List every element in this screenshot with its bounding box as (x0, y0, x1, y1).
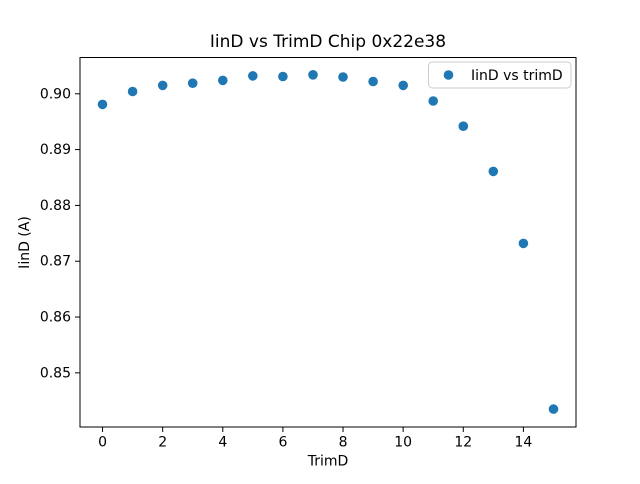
scatter-point (278, 71, 288, 82)
y-axis-ticks: 0.85 0.86 0.87 0.88 0.89 0.90 (40, 86, 80, 381)
y-tick-label: 0.85 (40, 365, 71, 381)
x-tick-label: 2 (158, 435, 167, 451)
y-tick-label: 0.90 (40, 86, 71, 102)
scatter-point (218, 75, 228, 86)
scatter-point (308, 70, 318, 80)
axes-spines (79, 57, 577, 428)
scatter-point (488, 166, 499, 177)
legend: IinD vs trimD (428, 61, 572, 89)
scatter-point (518, 238, 529, 249)
legend-label: IinD vs trimD (471, 68, 563, 84)
plot-area (80, 57, 576, 427)
x-tick-label: 4 (218, 435, 227, 451)
y-tick-label: 0.89 (40, 142, 71, 158)
scatter-point (97, 99, 108, 110)
scatter-point (338, 72, 348, 82)
x-tick-label: 0 (98, 435, 107, 451)
scatter-series (97, 70, 559, 414)
scatter-point (248, 71, 258, 81)
legend-marker-icon (443, 70, 454, 80)
scatter-point (398, 80, 409, 91)
scatter-point (428, 96, 439, 106)
y-axis-label: IinD (A) (17, 216, 33, 269)
x-tick-label: 6 (278, 435, 287, 451)
y-tick-label: 0.87 (40, 254, 71, 270)
x-tick-label: 14 (514, 435, 532, 451)
x-tick-label: 8 (339, 435, 348, 451)
legend-frame (428, 61, 572, 89)
x-tick-label: 12 (454, 435, 472, 451)
scatter-point (127, 86, 138, 97)
scatter-point (368, 76, 378, 87)
y-tick-label: 0.86 (40, 310, 71, 326)
scatter-point (548, 404, 559, 414)
x-axis-ticks: 0 2 4 6 8 10 12 14 (98, 427, 532, 451)
y-tick-label: 0.88 (40, 198, 71, 214)
chart-title: IinD vs TrimD Chip 0x22e38 (210, 32, 446, 52)
scatter-point (157, 80, 168, 91)
x-tick-label: 10 (394, 435, 412, 451)
scatter-point (458, 121, 469, 131)
scatter-point (187, 78, 198, 88)
x-axis-label: TrimD (307, 454, 349, 470)
